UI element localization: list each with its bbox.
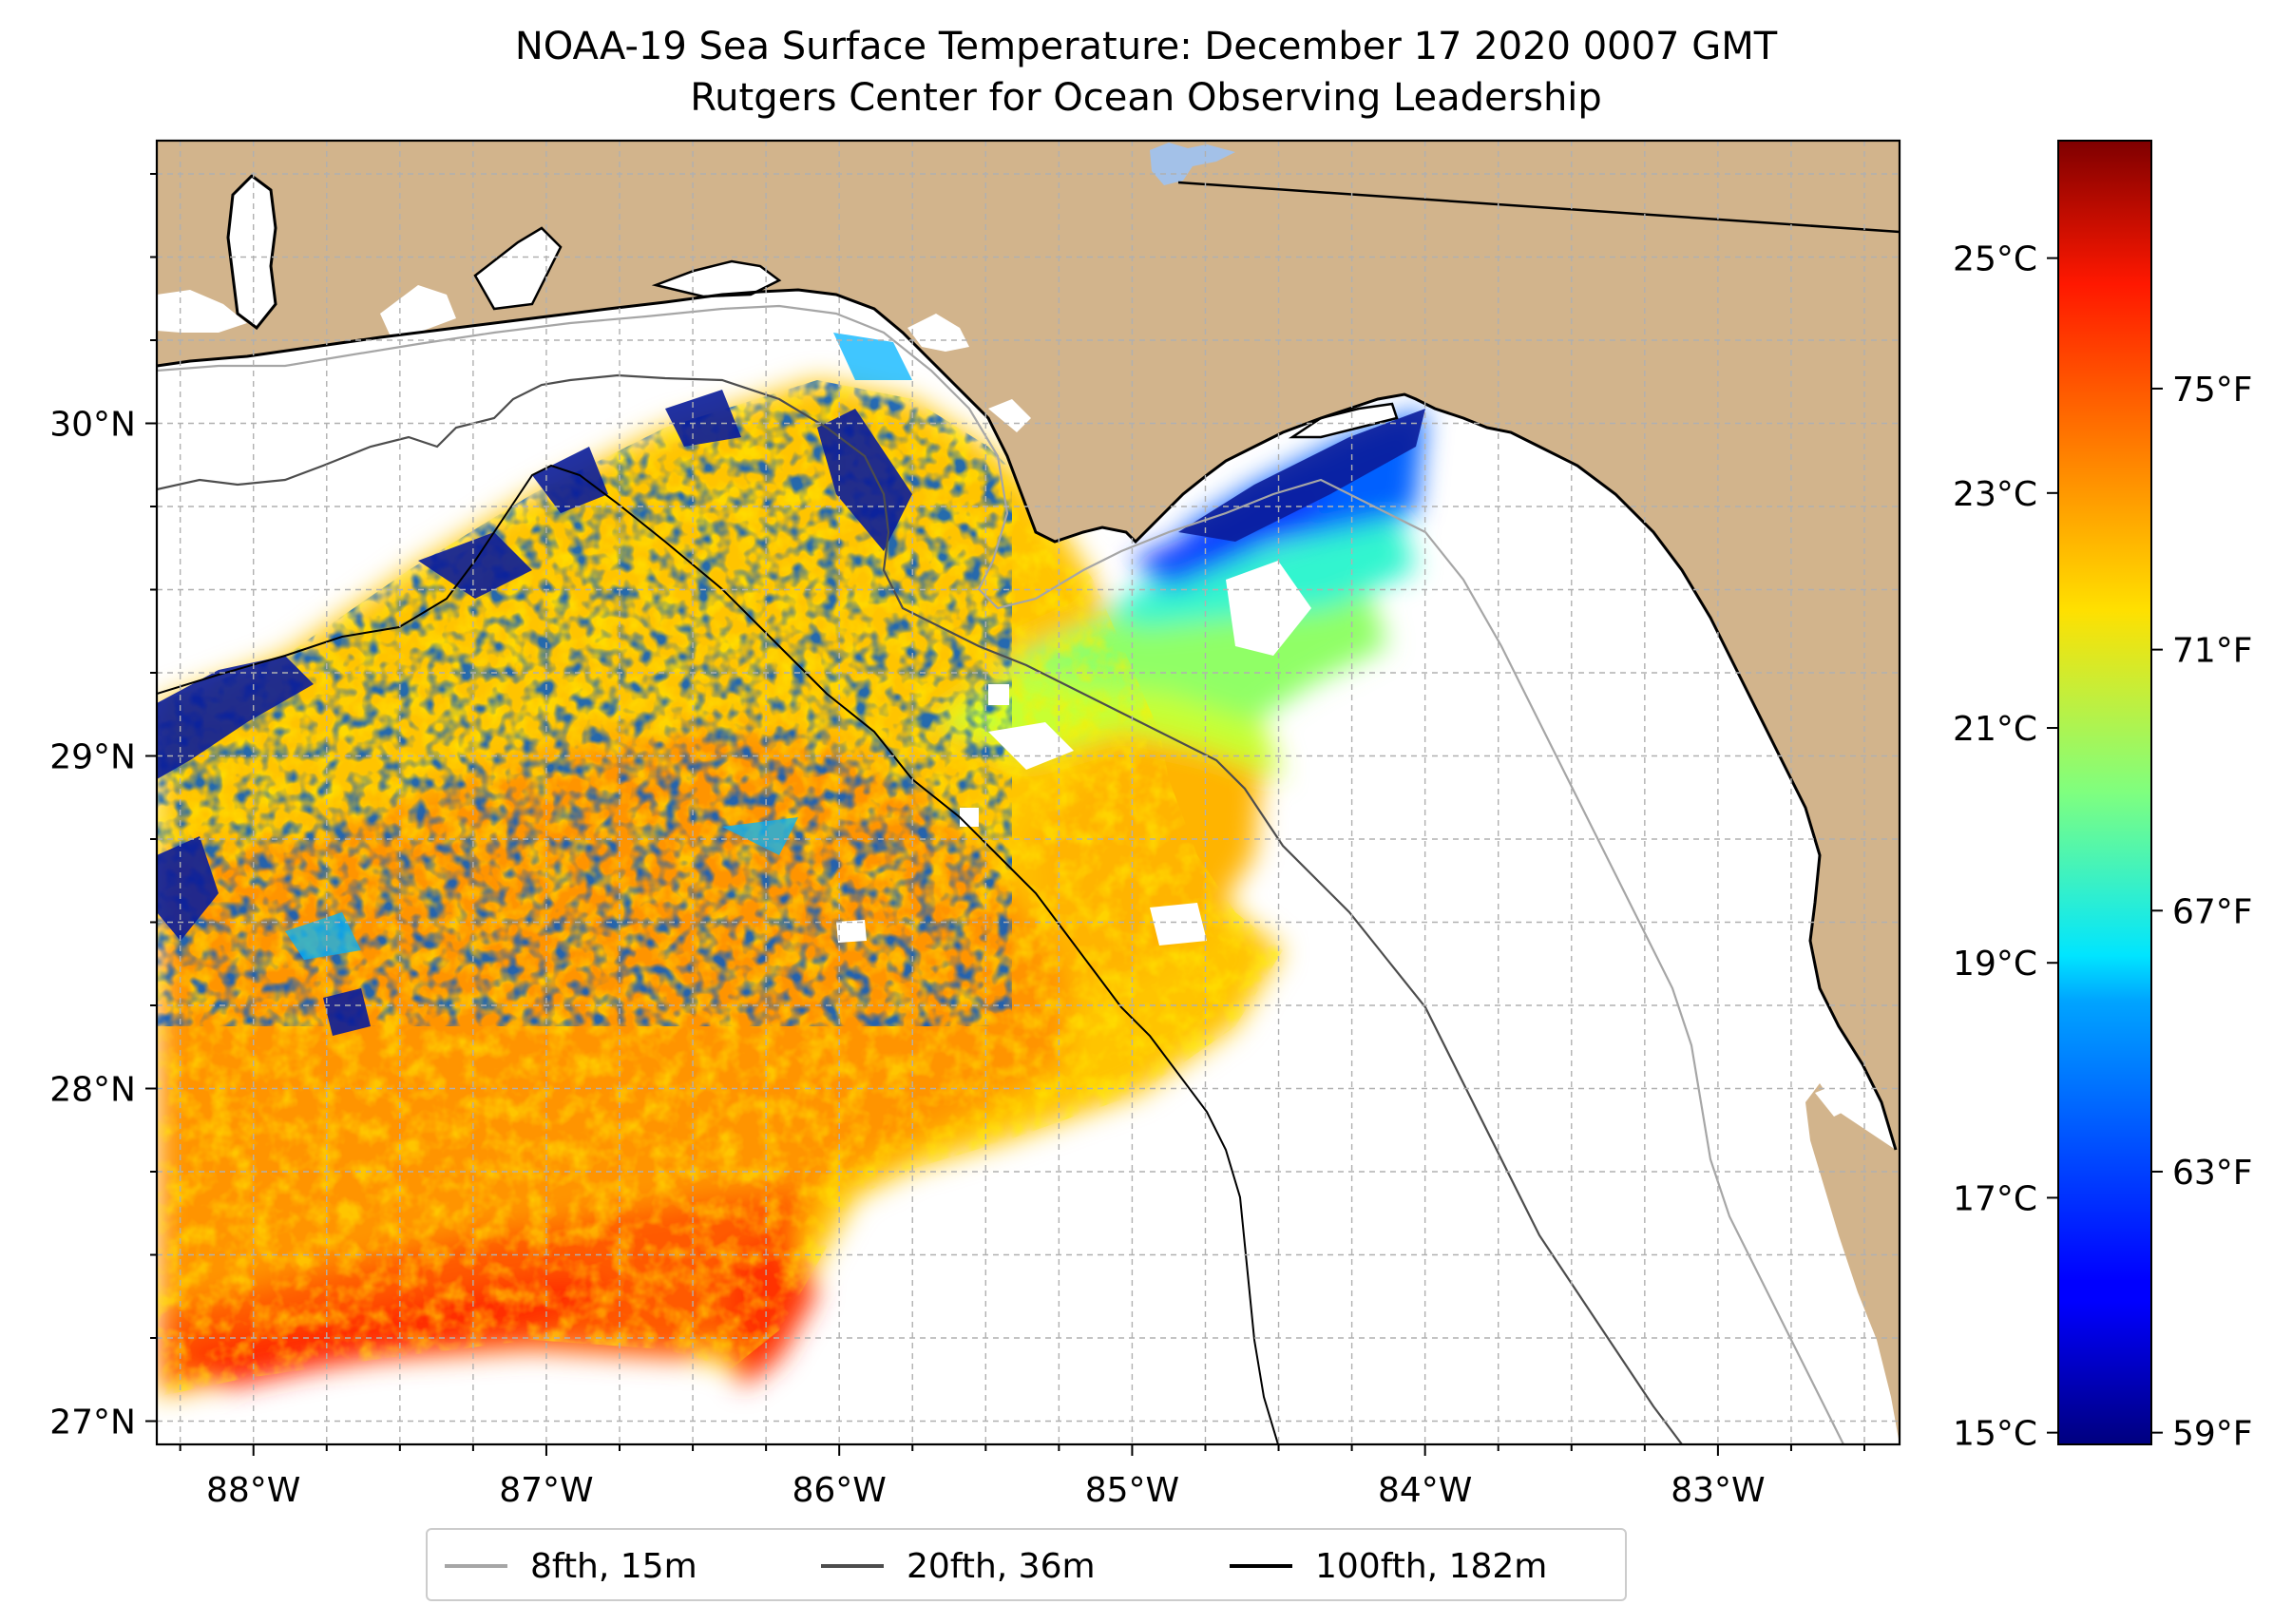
celsius-tick-label: 15°C <box>1953 1415 2037 1454</box>
colorbar-frame <box>2057 140 2152 1445</box>
map-frame <box>155 139 1901 1446</box>
fahrenheit-tick-label: 59°F <box>2172 1415 2253 1454</box>
lat-tick-label: 30°N <box>49 406 136 445</box>
isobaths <box>157 304 1844 1444</box>
legend-swatch-20fth <box>821 1564 884 1568</box>
lon-tick-label: 88°W <box>206 1471 300 1510</box>
lon-tick-label: 87°W <box>499 1471 593 1510</box>
celsius-tick-label: 21°C <box>1953 710 2037 749</box>
celsius-tick-label: 19°C <box>1953 945 2037 984</box>
fahrenheit-tick-label: 75°F <box>2172 371 2253 410</box>
latitude-axis: 27°N 28°N 29°N 30°N <box>49 173 157 1442</box>
legend-item: 20fth, 36m <box>821 1546 1096 1586</box>
legend-item: 8fth, 15m <box>445 1546 697 1586</box>
graticule <box>157 141 1900 1444</box>
colorbar-fahrenheit-ticks: 59°F 63°F 67°F 71°F 75°F <box>2151 371 2253 1454</box>
isobath-legend: 8fth, 15m 20fth, 36m 100fth, 182m <box>426 1528 1627 1601</box>
state-border <box>1177 181 1900 234</box>
legend-swatch-8fth <box>445 1564 507 1568</box>
celsius-tick-label: 25°C <box>1953 240 2037 279</box>
colorbar-celsius-ticks: 15°C 17°C 19°C 21°C 23°C 25°C <box>1953 240 2058 1454</box>
land <box>157 141 1900 1444</box>
lake <box>1150 143 1235 185</box>
lon-tick-label: 86°W <box>792 1471 886 1510</box>
legend-swatch-100fth <box>1230 1564 1292 1568</box>
figure-title: NOAA-19 Sea Surface Temperature: Decembe… <box>514 25 1778 68</box>
lat-tick-label: 28°N <box>49 1071 136 1110</box>
lon-tick-label: 84°W <box>1378 1471 1472 1510</box>
lon-tick-label: 85°W <box>1085 1471 1179 1510</box>
lon-tick-label: 83°W <box>1671 1471 1765 1510</box>
celsius-tick-label: 17°C <box>1953 1179 2037 1218</box>
legend-item: 100fth, 182m <box>1230 1546 1548 1586</box>
legend-label: 8fth, 15m <box>530 1546 697 1586</box>
fahrenheit-tick-label: 67°F <box>2172 892 2253 931</box>
fahrenheit-tick-label: 71°F <box>2172 632 2253 671</box>
lat-tick-label: 29°N <box>49 738 136 777</box>
map-panel <box>157 141 1900 1444</box>
celsius-tick-label: 23°C <box>1953 475 2037 514</box>
longitude-axis: 88°W 87°W 86°W 85°W 84°W 83°W <box>179 1444 1866 1510</box>
legend-label: 100fth, 182m <box>1315 1546 1548 1586</box>
lat-tick-label: 27°N <box>49 1404 136 1442</box>
figure-subtitle: Rutgers Center for Ocean Observing Leade… <box>690 76 1602 120</box>
colorbar-gradient <box>2058 141 2151 1444</box>
legend-label: 20fth, 36m <box>907 1546 1096 1586</box>
fahrenheit-tick-label: 63°F <box>2172 1154 2253 1193</box>
colorbar: 15°C 17°C 19°C 21°C 23°C 25°C 59°F 63°F 67°F 71°… <box>1953 140 2253 1454</box>
